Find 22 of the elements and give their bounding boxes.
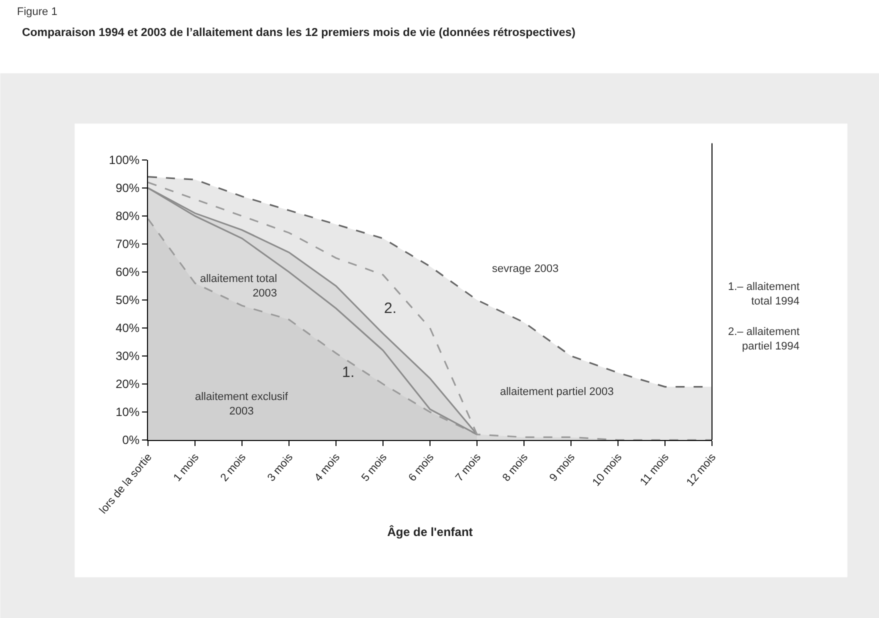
text: 2.– allaitement partiel 1994 xyxy=(728,326,800,352)
y-tick-label: 20% xyxy=(116,377,140,392)
y-tick-label: 50% xyxy=(116,293,140,308)
y-tick-label: 80% xyxy=(116,209,140,224)
y-tick-label: 0% xyxy=(122,433,140,448)
y-tick-label: 10% xyxy=(116,405,140,420)
y-tick-label: 90% xyxy=(116,181,140,196)
y-tick-label: 40% xyxy=(116,321,140,336)
annotation: allaitement partiel 2003 xyxy=(500,386,614,398)
caption: Figure 1 xyxy=(17,6,58,18)
annotation: 2. xyxy=(384,300,397,317)
chart-title: Comparaison 1994 et 2003 de l’allaitement dans les 12 premiers mois de vie (données rétrospectives) xyxy=(22,27,576,40)
annotation: 1. xyxy=(342,364,355,381)
x-axis-title: Âge de l'enfant xyxy=(387,525,473,540)
text: 1.– allaitement total 1994 xyxy=(728,281,800,308)
y-tick-label: 60% xyxy=(116,265,140,280)
annotation: allaitement exclusif 2003 xyxy=(195,391,289,418)
y-tick-label: 30% xyxy=(116,349,140,364)
y-tick-label: 100% xyxy=(108,153,140,168)
annotation: sevrage 2003 xyxy=(492,263,559,275)
y-tick-label: 70% xyxy=(116,237,140,252)
annotation: allaitement total 2003 xyxy=(200,273,278,300)
